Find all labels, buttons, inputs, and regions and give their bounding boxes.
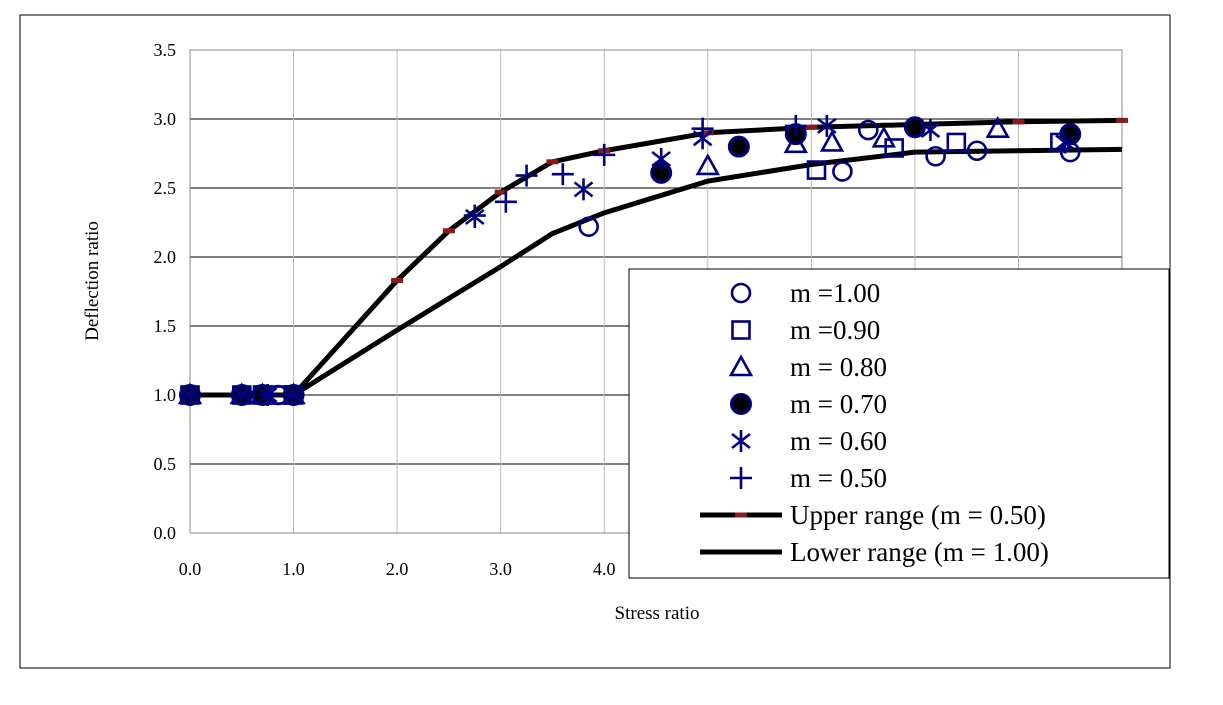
y-tick-label: 3.5 — [154, 40, 177, 60]
y-tick-label: 0.0 — [154, 523, 177, 543]
legend-marker — [730, 393, 752, 415]
data-point — [727, 135, 750, 158]
legend-label: m =1.00 — [790, 278, 880, 308]
legend-marker — [728, 354, 754, 377]
data-point — [966, 140, 988, 162]
data-point — [282, 384, 305, 406]
x-tick-labels: 0.0 1.0 2.0 3.0 4.0 — [179, 559, 616, 579]
y-tick-label: 0.5 — [154, 454, 177, 474]
y-tick-label: 2.5 — [154, 178, 177, 198]
legend-dash-swatch — [735, 512, 747, 518]
data-point — [784, 114, 807, 137]
data-point — [884, 138, 904, 158]
legend-marker — [730, 282, 752, 304]
legend-marker — [731, 430, 751, 452]
data-point — [179, 384, 201, 406]
legend-item: Lower range (m = 1.00) — [700, 537, 1049, 567]
y-axis-title: Deflection ratio — [82, 221, 103, 341]
y-tick-label: 2.0 — [154, 247, 177, 267]
data-point — [832, 161, 853, 182]
upper-range-marker — [442, 228, 455, 234]
data-point — [985, 115, 1010, 138]
data-point — [871, 125, 897, 148]
data-point — [515, 164, 538, 187]
data-point — [817, 114, 837, 137]
data-point — [691, 117, 714, 140]
upper-range-marker — [1116, 117, 1128, 123]
legend-label: Upper range (m = 0.50) — [790, 500, 1046, 530]
upper-range-marker — [546, 159, 559, 165]
legend-label: m = 0.70 — [790, 389, 887, 419]
legend-item: Upper range (m = 0.50) — [700, 500, 1046, 530]
x-tick-label: 2.0 — [386, 559, 409, 579]
legend-label: m =0.90 — [790, 315, 880, 345]
y-tick-labels: 0.0 0.5 1.0 1.5 2.0 2.5 3.0 3.5 — [154, 40, 177, 543]
upper-range-marker — [1012, 119, 1025, 125]
data-point — [256, 384, 279, 406]
legend-label: Lower range (m = 1.00) — [790, 537, 1049, 567]
legend-box — [628, 268, 1170, 579]
x-tick-label: 1.0 — [282, 559, 305, 579]
data-point — [903, 116, 926, 139]
data-point — [1055, 131, 1075, 154]
data-point — [593, 143, 616, 166]
legend-label: m = 0.50 — [790, 463, 887, 493]
y-tick-label: 1.0 — [154, 385, 177, 405]
legend: m =1.00 m =0.90 m = 0.80 m = 0.70 m = 0.60 m … — [628, 268, 1170, 579]
data-point — [651, 148, 671, 171]
x-axis-title: Stress ratio — [615, 603, 700, 624]
legend-marker — [731, 320, 751, 340]
legend-item: m = 0.70 — [730, 389, 887, 419]
upper-range-marker — [805, 124, 818, 130]
y-tick-label: 3.0 — [154, 109, 177, 129]
legend-item: m = 0.50 — [730, 463, 887, 493]
data-point — [819, 129, 845, 152]
data-point — [695, 153, 720, 176]
data-point — [494, 190, 517, 213]
data-point — [573, 178, 594, 201]
data-point — [230, 384, 253, 406]
data-point — [925, 145, 946, 167]
x-tick-label: 0.0 — [179, 559, 202, 579]
legend-marker — [730, 467, 752, 489]
legend-item: m = 0.80 — [728, 352, 887, 382]
upper-range-marker — [494, 189, 507, 195]
data-markers — [177, 114, 1082, 406]
data-point — [946, 132, 967, 153]
data-point — [920, 119, 941, 142]
data-point — [806, 160, 827, 180]
data-point — [578, 216, 599, 237]
data-point — [463, 204, 486, 227]
x-tick-label: 4.0 — [593, 559, 616, 579]
legend-label: m = 0.80 — [790, 352, 887, 382]
y-tick-label: 1.5 — [154, 316, 177, 336]
legend-label: m = 0.60 — [790, 426, 887, 456]
data-point — [551, 163, 574, 186]
x-tick-label: 3.0 — [489, 559, 512, 579]
legend-item: m =1.00 — [730, 278, 880, 308]
upper-range-marker — [391, 277, 404, 283]
legend-item: m = 0.60 — [731, 426, 887, 456]
data-point — [857, 119, 879, 141]
legend-item: m =0.90 — [731, 315, 880, 345]
